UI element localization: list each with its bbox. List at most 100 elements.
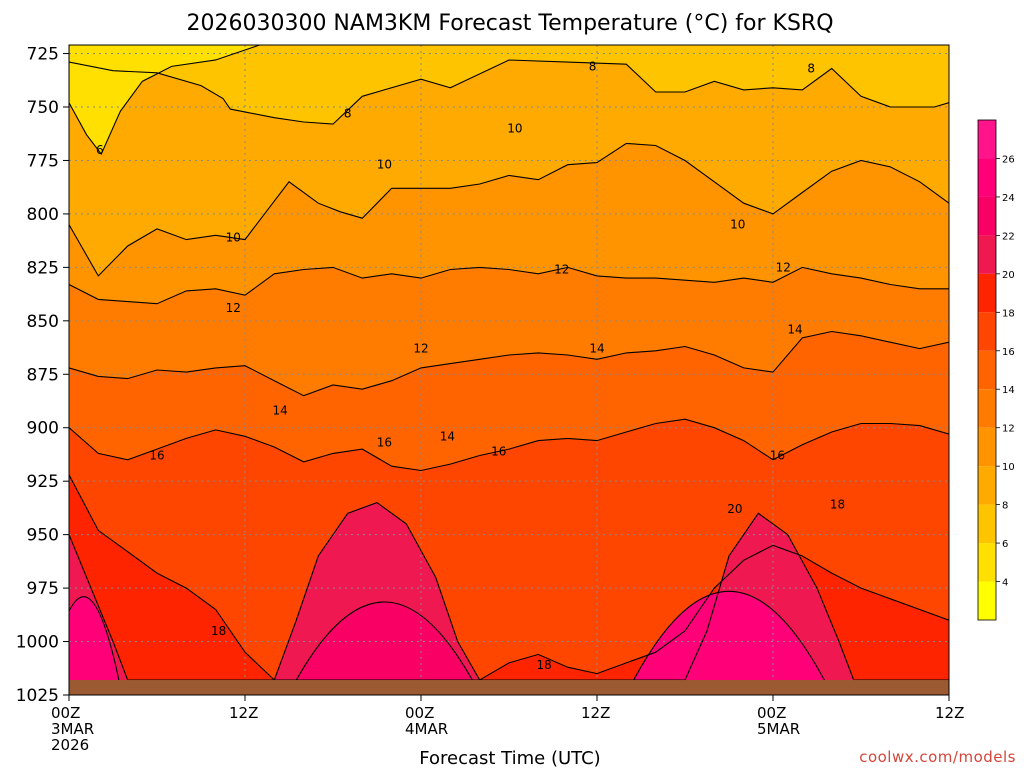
ytick-label-925: 925 [27, 472, 59, 492]
colorbar-frame [977, 119, 997, 621]
warm-core-day2-outline [295, 601, 473, 681]
ytick-label-975: 975 [27, 579, 59, 599]
colorbar-label-20: 20 [1002, 270, 1015, 281]
surface-terrain [69, 680, 949, 695]
contour-label-10: 10 [507, 121, 522, 135]
colorbar-bin-2 [978, 581, 996, 620]
isotherm-contours [69, 45, 949, 681]
colorbar-label-26: 26 [1002, 154, 1015, 165]
colorbar-label-22: 22 [1002, 231, 1015, 242]
ytick-label-725: 725 [27, 45, 59, 65]
contour-label-16: 16 [770, 449, 785, 463]
xtick-label-36: 12Z [581, 704, 610, 722]
contour-label-18: 18 [830, 498, 845, 512]
contour-label-8: 8 [589, 59, 597, 73]
warm-core-day1 [69, 596, 119, 681]
ytick-label-750: 750 [27, 98, 59, 118]
contour-label-10: 10 [377, 158, 392, 172]
isotherm-6 [69, 45, 260, 156]
xtick-date-24: 4MAR [405, 720, 448, 738]
contour-label-18: 18 [211, 624, 226, 638]
contour-label-16: 16 [491, 444, 506, 458]
ytick-label-875: 875 [27, 365, 59, 385]
colorbar-bin-10 [978, 427, 996, 467]
colorbar-label-16: 16 [1002, 347, 1015, 358]
y-axis: 725 750 775 800 825 850 875 900 925 950 975 1000 102… [16, 45, 69, 706]
colorbar-bin-12 [978, 389, 996, 428]
ytick-label-900: 900 [27, 419, 59, 439]
contour-label-6: 6 [96, 143, 104, 157]
ytick-label-800: 800 [27, 205, 59, 225]
ytick-label-1000: 1000 [16, 633, 59, 653]
band-4-6 [69, 45, 260, 155]
warm-core-day3-outline [633, 590, 825, 681]
isotherm-14 [69, 330, 949, 397]
xtick-year-0: 2026 [51, 736, 89, 754]
warm-core-day1-outline [69, 596, 120, 681]
isotherm-16 [69, 418, 949, 472]
ytick-label-825: 825 [27, 258, 59, 278]
xtick-label-12: 12Z [229, 704, 258, 722]
isotherm-8 [69, 59, 949, 125]
ytick-label-850: 850 [27, 312, 59, 332]
isotherm-20 [69, 501, 949, 681]
plot-frame [68, 44, 950, 696]
colorbar-bin-26 [978, 120, 996, 159]
colorbar: 4 6 8 10 12 14 16 18 20 22 24 26 [977, 119, 1015, 621]
colorbar-bin-24 [978, 158, 996, 197]
contour-label-8: 8 [344, 106, 352, 120]
x-axis-label: Forecast Time (UTC) [419, 748, 600, 768]
chart-title: 2026030300 NAM3KM Forecast Temperature (… [186, 11, 833, 36]
gridlines [68, 45, 949, 695]
temperature-fill [69, 45, 949, 695]
contour-label-14: 14 [273, 404, 288, 418]
colorbar-label-14: 14 [1002, 385, 1015, 396]
xtick-label-0: 00Z [51, 704, 80, 722]
credit-link[interactable]: coolwx.com/models [859, 748, 1016, 766]
colorbar-bin-20 [978, 235, 996, 274]
colorbar-label-12: 12 [1002, 424, 1015, 435]
contour-label-14: 14 [589, 342, 604, 356]
colorbar-label-4: 4 [1002, 578, 1008, 589]
contour-label-14: 14 [787, 322, 802, 336]
xtick-label-24: 00Z [405, 704, 434, 722]
ytick-label-1025: 1025 [16, 686, 59, 706]
colorbar-label-18: 18 [1002, 308, 1015, 319]
contour-label-16: 16 [377, 436, 392, 450]
contour-label-10: 10 [730, 218, 745, 232]
colorbar-label-24: 24 [1002, 193, 1015, 204]
contour-label-12: 12 [413, 342, 428, 356]
colorbar-label-10: 10 [1002, 462, 1015, 473]
xtick-date-48: 5MAR [757, 720, 800, 738]
colorbar-bin-18 [978, 273, 996, 313]
xtick-label-60: 12Z [935, 704, 964, 722]
colorbar-bin-22 [978, 196, 996, 236]
colorbar-bin-4 [978, 543, 996, 582]
colorbar-bin-8 [978, 466, 996, 505]
ytick-label-775: 775 [27, 151, 59, 171]
colorbar-label-6: 6 [1002, 539, 1008, 550]
contour-label-8: 8 [807, 62, 815, 76]
contour-label-12: 12 [776, 260, 791, 274]
isotherm-12 [69, 266, 949, 305]
contour-label-12: 12 [226, 301, 241, 315]
xtick-date-0: 3MAR [51, 720, 94, 738]
colorbar-bin-14 [978, 350, 996, 390]
contour-label-12: 12 [554, 263, 569, 277]
contour-label-14: 14 [440, 429, 455, 443]
terrain-band [69, 680, 949, 695]
contour-label-16: 16 [149, 449, 164, 463]
isotherm-10 [69, 142, 949, 277]
ytick-label-950: 950 [27, 526, 59, 546]
contour-labels: 6 8 8 8 10 10 10 10 12 12 12 12 14 14 14 14 16 16 16 16 18 18… [96, 59, 845, 672]
colorbar-label-8: 8 [1002, 501, 1008, 512]
xtick-label-48: 00Z [757, 704, 786, 722]
colorbar-bin-16 [978, 312, 996, 351]
contour-label-10: 10 [226, 230, 241, 244]
isotherm-18 [69, 474, 949, 681]
contour-label-18: 18 [537, 658, 552, 672]
contour-label-20: 20 [727, 502, 742, 516]
colorbar-bin-6 [978, 504, 996, 544]
